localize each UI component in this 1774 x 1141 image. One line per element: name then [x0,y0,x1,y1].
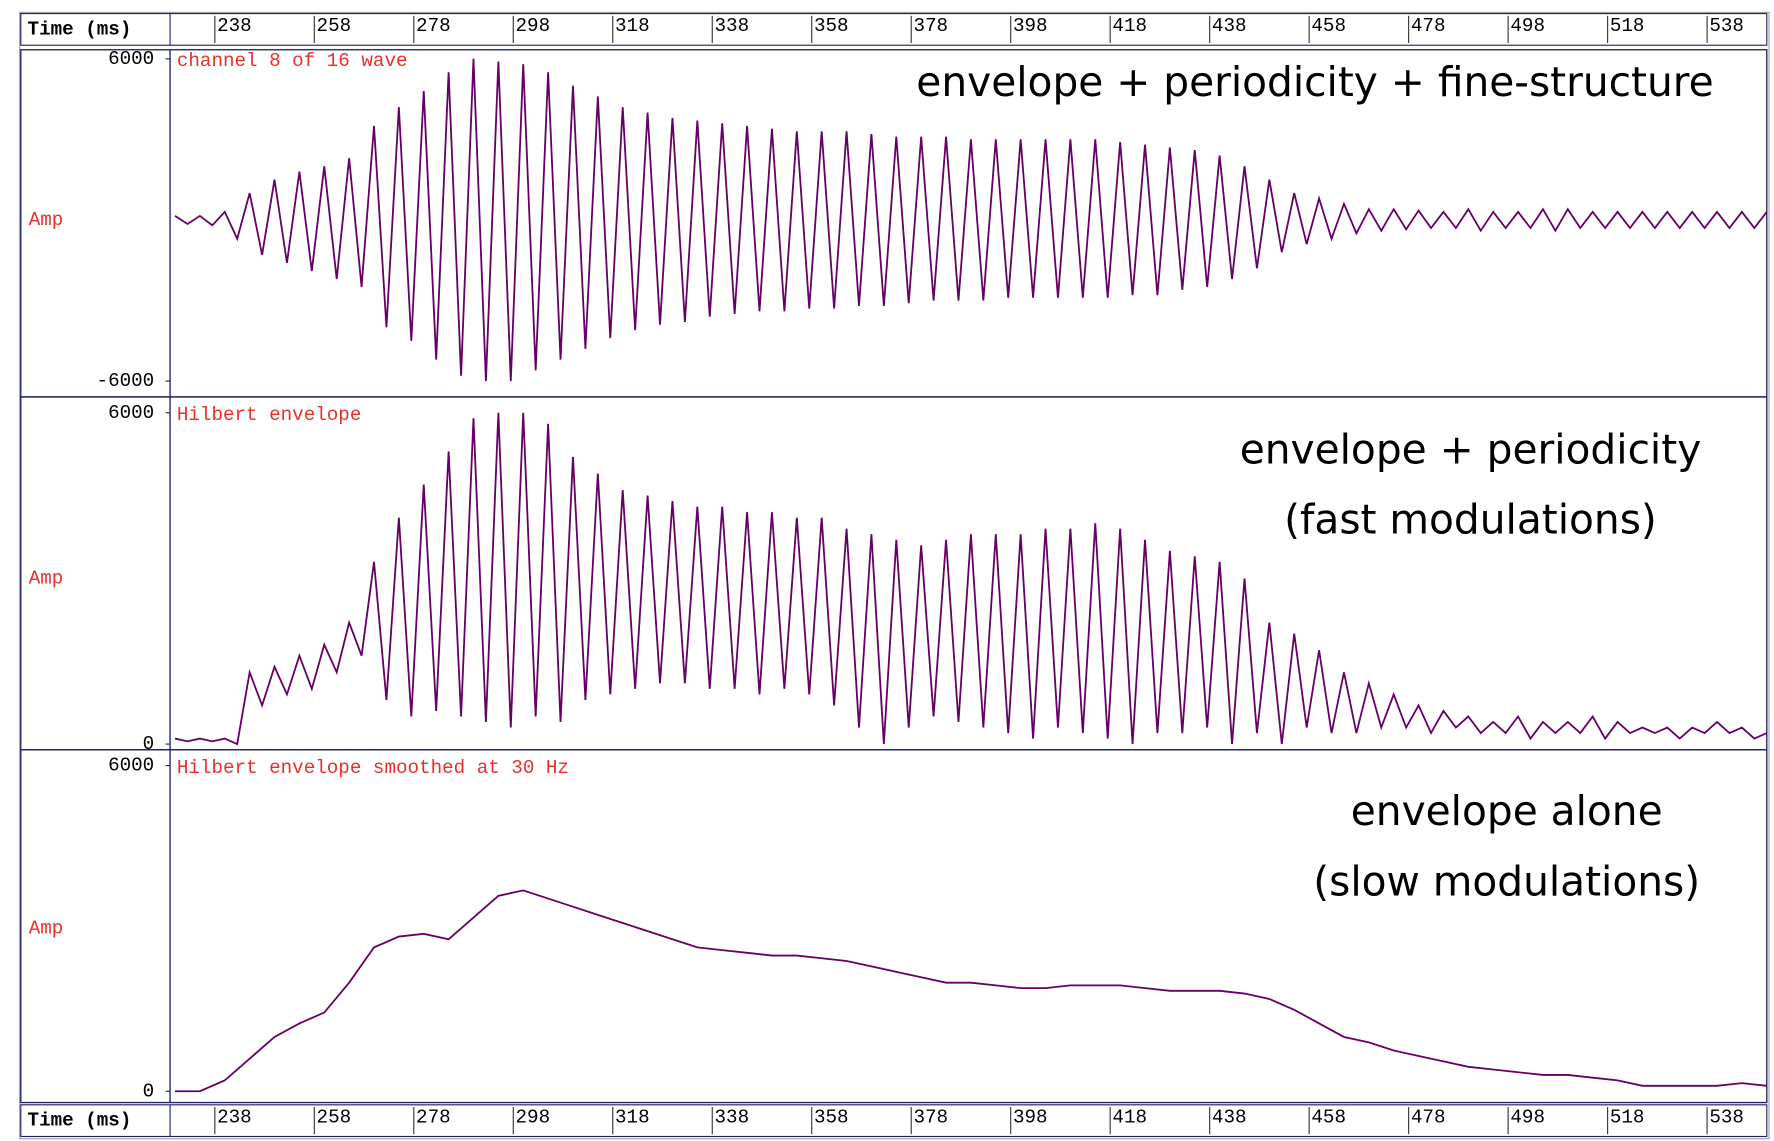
y-axis-label: Amp [29,567,64,589]
x-tick-label: 438 [1212,1106,1247,1128]
annotation: (slow modulations) [1313,857,1700,905]
x-tick-label: 298 [516,1106,551,1128]
x-tick-label: 378 [913,15,948,37]
x-tick-label: 478 [1411,15,1446,37]
x-tick-label: 458 [1311,15,1346,37]
window-frame [19,11,1770,1140]
y-tick-label: -6000 [97,370,155,392]
x-tick-label: 378 [913,1106,948,1128]
y-axis-label: Amp [29,209,64,231]
x-tick-label: 338 [715,1106,750,1128]
signal-line [174,412,1768,746]
time-axis-label: Time (ms) [28,1110,132,1132]
x-tick-label: 278 [416,1106,451,1128]
x-tick-label: 258 [317,1106,352,1128]
x-tick-label: 238 [217,15,252,37]
x-tick-label: 358 [814,1106,849,1128]
x-tick-label: 278 [416,15,451,37]
x-tick-label: 298 [516,15,551,37]
x-tick-label: 498 [1510,1106,1545,1128]
time-ruler [20,1104,1768,1138]
annotation: envelope + periodicity [1240,425,1702,473]
x-tick-label: 498 [1510,15,1545,37]
x-tick-label: 258 [317,15,352,37]
x-tick-label: 358 [814,15,849,37]
x-tick-label: 238 [217,1106,252,1128]
y-tick-label: 6000 [108,402,154,424]
time-axis-label: Time (ms) [28,18,132,40]
x-tick-label: 418 [1112,1106,1147,1128]
annotation: (fast modulations) [1284,495,1657,543]
signal-line [175,889,1767,1093]
x-tick-label: 318 [615,15,650,37]
x-tick-label: 478 [1411,1106,1446,1128]
panel-frame [20,749,1768,1104]
plot-layer: Time (ms) 238 258 278 298 318 338 358 378 398 418 4… [20,13,1768,1138]
time-ruler [20,13,1768,46]
x-tick-label: 538 [1709,15,1744,37]
panel-title: channel 8 of 16 wave [177,50,408,72]
panel-title: Hilbert envelope smoothed at 30 Hz [177,757,569,779]
x-tick-label: 518 [1610,1106,1645,1128]
x-tick-label: 438 [1212,15,1247,37]
annotation: envelope + periodicity + fine-structure [916,58,1713,106]
y-tick-label: 6000 [108,48,154,70]
panel-title: Hilbert envelope [177,404,362,426]
x-tick-label: 458 [1311,1106,1346,1128]
x-tick-label: 518 [1610,15,1645,37]
y-tick-label: 0 [143,733,155,755]
y-axis-label: Amp [29,917,64,939]
x-tick-label: 538 [1709,1106,1744,1128]
x-tick-label: 398 [1013,15,1048,37]
x-tick-label: 338 [715,15,750,37]
y-tick-label: 0 [143,1080,155,1102]
signal-line [174,58,1768,382]
x-tick-label: 418 [1112,15,1147,37]
x-tick-label: 398 [1013,1106,1048,1128]
annotation: envelope alone [1351,787,1663,835]
y-tick-label: 6000 [108,755,154,777]
x-tick-label: 318 [615,1106,650,1128]
